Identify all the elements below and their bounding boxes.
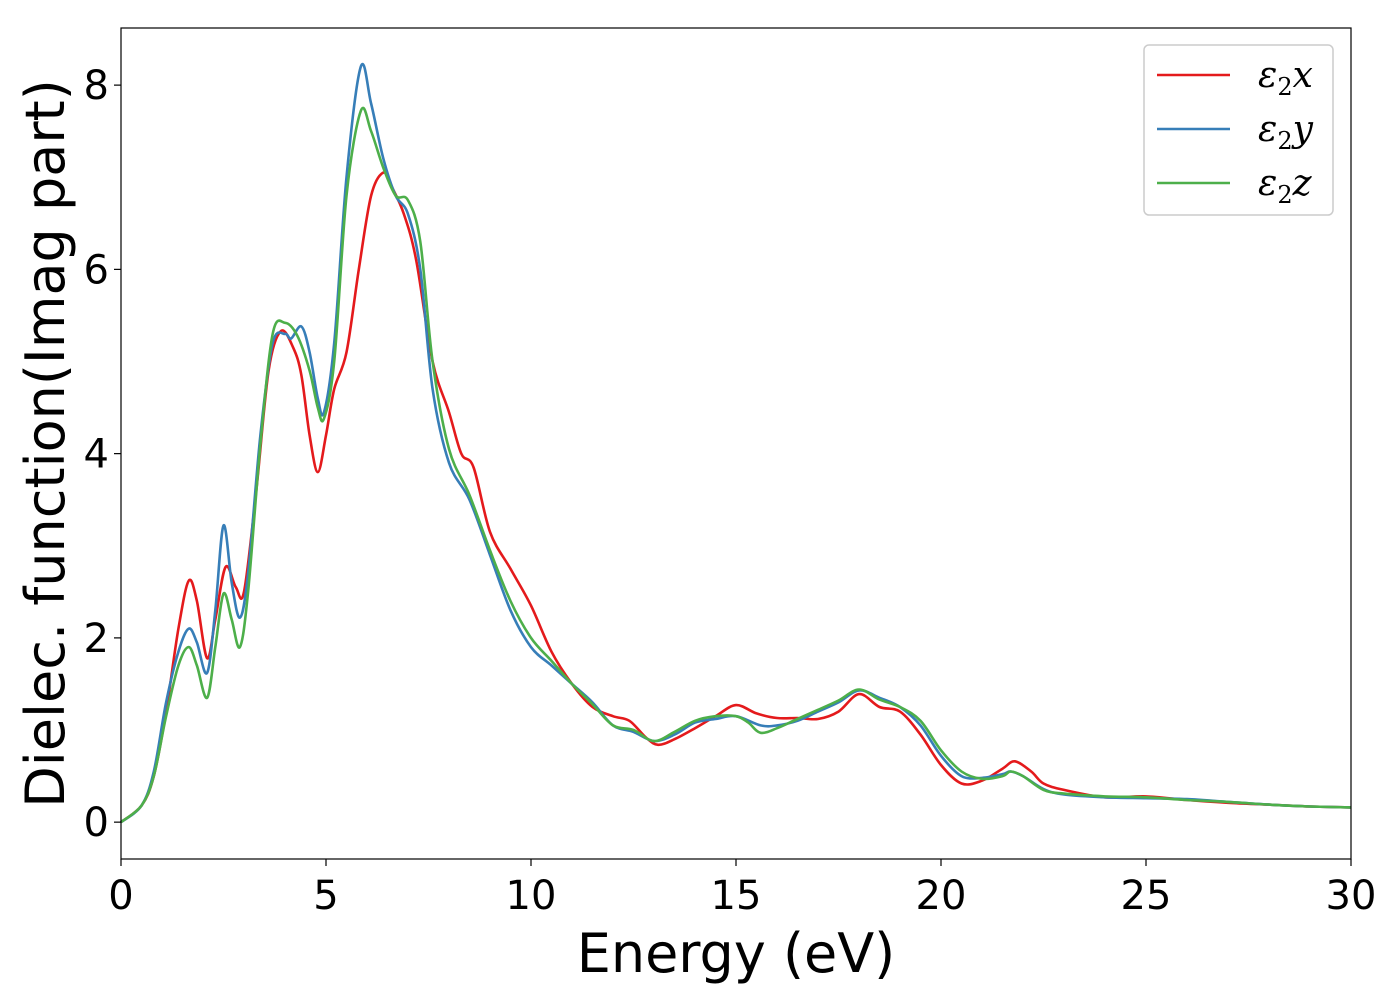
y-tick-label: 6 xyxy=(84,247,109,293)
legend-label-y: ε2y xyxy=(1258,109,1314,155)
series-layer xyxy=(120,62,1352,824)
y-axis: 0 2 4 6 8 xyxy=(84,63,121,846)
series-line-y xyxy=(120,62,1352,824)
y-tick-label: 2 xyxy=(84,616,109,662)
y-axis-title: Dielec. function(Imag part) xyxy=(14,79,77,808)
y-tick-label: 8 xyxy=(84,63,109,109)
legend: ε2x ε2y ε2z xyxy=(1143,44,1334,216)
x-axis: 0 5 10 15 20 25 30 xyxy=(108,859,1376,919)
x-tick-label: 0 xyxy=(108,873,133,919)
series-line-z xyxy=(120,106,1352,824)
y-tick-label: 4 xyxy=(84,432,109,478)
x-tick-label: 15 xyxy=(711,873,762,919)
x-tick-label: 25 xyxy=(1121,873,1172,919)
x-tick-label: 10 xyxy=(506,873,557,919)
x-tick-label: 5 xyxy=(313,873,338,919)
x-tick-label: 30 xyxy=(1326,873,1377,919)
legend-box xyxy=(1143,44,1334,216)
legend-label-x: ε2x xyxy=(1258,55,1313,101)
legend-label-z: ε2z xyxy=(1258,163,1313,209)
x-tick-label: 20 xyxy=(916,873,967,919)
y-tick-label: 0 xyxy=(84,800,109,846)
x-axis-title: Energy (eV) xyxy=(577,922,896,985)
